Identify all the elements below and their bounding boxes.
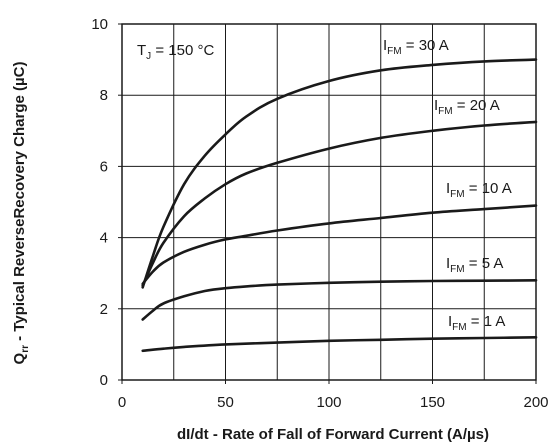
series-label-subscript: FM [452,322,466,333]
y-tick-label-0: 0 [100,372,108,389]
series-line-3 [141,279,538,321]
series-label-1: IFM = 20 A [434,97,500,117]
y-tick-label-1: 2 [100,301,108,318]
x-tick-label-1: 50 [217,394,234,411]
x-tick-label-4: 200 [523,394,548,411]
series-label-subscript: FM [438,106,452,117]
series-label-value: = 10 A [465,180,512,197]
series-line-0 [141,58,538,289]
series-label-symbol: I [434,97,438,114]
series-label-3: IFM = 5 A [446,255,503,275]
y-tick-label-5: 10 [91,16,108,33]
series-label-symbol: I [446,180,450,197]
series-label-value: = 30 A [402,37,449,54]
series-label-value: = 20 A [453,97,500,114]
curves [141,58,538,353]
x-tick-label-3: 150 [420,394,445,411]
series-label-subscript: FM [450,189,464,200]
series-line-2 [141,204,538,286]
series-label-value: = 1 A [467,313,506,330]
x-axis-title: dI/dt - Rate of Fall of Forward Current … [177,426,489,443]
grid [122,24,536,380]
series-label-4: IFM = 1 A [448,313,505,333]
annotation-symbol: T [137,42,146,59]
annotation-subscript: J [146,51,151,62]
y-tick-label-3: 6 [100,158,108,175]
series-line-4 [141,336,538,353]
x-tick-label-0: 0 [118,394,126,411]
series-line-1 [141,120,538,287]
y-tick-label-2: 4 [100,230,108,247]
series-label-value: = 5 A [465,255,504,272]
tick-labels: 0 50 100 150 200 0 2 4 6 8 10 [91,16,548,411]
y-axis-rest: - Typical ReverseRecovery Charge (µC) [11,62,28,345]
annotation-suffix: = 150 °C [151,42,214,59]
series-label-symbol: I [383,37,387,54]
series-label-symbol: I [448,313,452,330]
y-axis-title: Qrr - Typical ReverseRecovery Charge (µC… [11,62,31,365]
y-axis-symbol: Q [11,352,28,364]
y-axis-subscript: rr [20,345,31,353]
series-label-symbol: I [446,255,450,272]
x-tick-label-2: 100 [316,394,341,411]
y-tick-label-4: 8 [100,87,108,104]
temperature-annotation: TJ = 150 °C [137,42,214,62]
series-label-subscript: FM [387,46,401,57]
series-label-2: IFM = 10 A [446,180,512,200]
series-label-subscript: FM [450,264,464,275]
series-label-0: IFM = 30 A [383,37,449,57]
